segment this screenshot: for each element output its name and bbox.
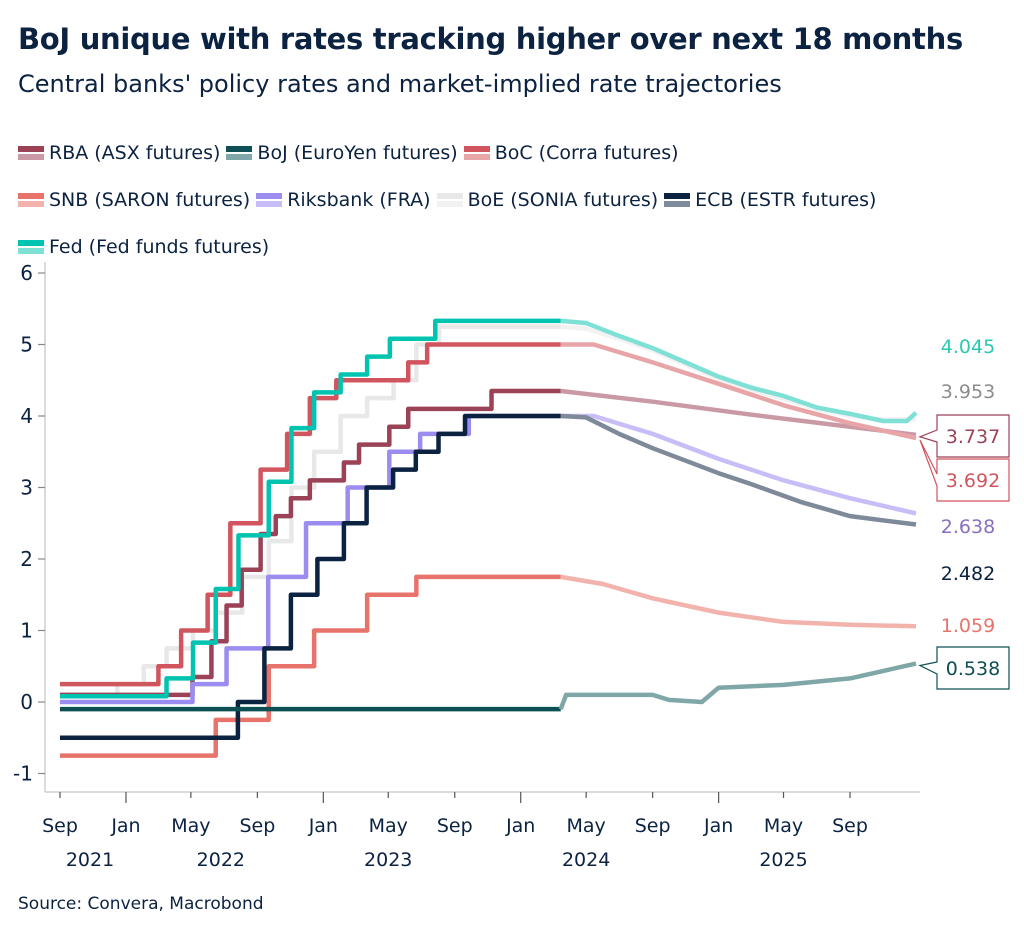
x-tick-label: May xyxy=(764,815,803,837)
legend-label: Fed (Fed funds futures) xyxy=(49,236,270,258)
boj-forecast-line xyxy=(558,661,917,710)
chart-title: BoJ unique with rates tracking higher ov… xyxy=(18,22,963,56)
y-tick-label: 1 xyxy=(20,619,33,643)
y-tick-label: 5 xyxy=(20,333,33,357)
y-tick-label: 2 xyxy=(20,547,33,571)
legend-swatch xyxy=(256,192,283,208)
x-tick-label: Sep xyxy=(437,815,473,837)
ecb-history-line xyxy=(60,413,561,740)
legend-label: BoE (SONIA futures) xyxy=(467,189,659,211)
legend-swatch xyxy=(664,192,691,208)
riksbank-history-line xyxy=(60,413,561,705)
x-tick-label: Jan xyxy=(505,815,535,837)
boc-forecast-line xyxy=(560,342,917,441)
x-tick-label: Sep xyxy=(635,815,671,837)
rba-history-line xyxy=(60,388,561,698)
source-note: Source: Convera, Macrobond xyxy=(18,894,264,914)
x-year-label: 2023 xyxy=(364,849,412,871)
chart-subtitle: Central banks' policy rates and market-i… xyxy=(18,70,782,98)
y-tick-label: 4 xyxy=(20,404,33,428)
legend-item: BoC (Corra futures) xyxy=(463,133,679,173)
legend-item: BoE (SONIA futures) xyxy=(436,180,659,220)
x-tick-label: Sep xyxy=(42,815,78,837)
x-year-label: 2024 xyxy=(562,849,610,871)
x-tick-label: May xyxy=(369,815,408,837)
legend-label: Riksbank (FRA) xyxy=(287,189,431,211)
snb-forecast-line xyxy=(560,574,917,629)
snb-history-line xyxy=(60,574,561,758)
fed-history-line xyxy=(60,318,561,699)
end-label-box xyxy=(918,414,1010,458)
x-tick-label: Jan xyxy=(110,815,140,837)
legend-label: SNB (SARON futures) xyxy=(49,189,251,211)
legend-item: Riksbank (FRA) xyxy=(256,180,431,220)
end-value-label: 3.692 xyxy=(946,470,1000,492)
boe-forecast-line xyxy=(560,324,917,422)
riksbank-forecast-line xyxy=(560,413,917,516)
end-value-label: 0.538 xyxy=(946,658,1000,680)
fed-forecast-line xyxy=(560,318,918,424)
legend-item: ECB (ESTR futures) xyxy=(664,180,876,220)
end-value-label: 3.953 xyxy=(941,381,995,403)
x-tick-label: May xyxy=(171,815,210,837)
legend-swatch xyxy=(226,145,253,161)
legend-item: SNB (SARON futures) xyxy=(18,180,250,220)
legend: RBA (ASX futures) BoJ (EuroYen futures) Bo… xyxy=(18,126,1018,267)
x-year-label: 2022 xyxy=(197,849,245,871)
x-tick-label: Jan xyxy=(703,815,733,837)
x-year-label: 2025 xyxy=(759,849,807,871)
legend-swatch xyxy=(436,192,463,208)
legend-swatch xyxy=(18,192,44,208)
end-value-label: 2.638 xyxy=(941,516,995,538)
boc-history-line xyxy=(60,342,561,687)
end-value-label: 3.737 xyxy=(946,426,1000,448)
legend-item: RBA (ASX futures) xyxy=(18,133,220,173)
y-tick-label: 3 xyxy=(20,476,33,500)
x-tick-label: Sep xyxy=(832,815,868,837)
y-tick-label: 6 xyxy=(20,261,33,285)
x-tick-label: May xyxy=(567,815,606,837)
legend-item: Fed (Fed funds futures) xyxy=(18,227,269,267)
end-value-label: 4.045 xyxy=(941,336,995,358)
legend-swatch xyxy=(463,145,490,161)
ecb-forecast-line xyxy=(560,413,917,527)
boe-history-line xyxy=(60,324,561,698)
x-tick-label: Sep xyxy=(239,815,275,837)
legend-label: BoJ (EuroYen futures) xyxy=(257,142,458,164)
y-tick-label: -1 xyxy=(13,762,33,786)
end-label-box xyxy=(918,646,1010,690)
legend-label: BoC (Corra futures) xyxy=(494,142,679,164)
end-label-box xyxy=(919,439,1010,502)
end-value-label: 1.059 xyxy=(941,615,995,637)
legend-swatch xyxy=(18,145,44,161)
legend-swatch xyxy=(18,239,44,255)
end-value-label: 2.482 xyxy=(941,563,995,585)
legend-item: BoJ (EuroYen futures) xyxy=(226,133,458,173)
legend-label: RBA (ASX futures) xyxy=(49,142,221,164)
x-tick-label: Jan xyxy=(308,815,338,837)
legend-label: ECB (ESTR futures) xyxy=(695,189,877,211)
y-tick-label: 0 xyxy=(20,690,33,714)
x-year-label: 2021 xyxy=(66,849,114,871)
